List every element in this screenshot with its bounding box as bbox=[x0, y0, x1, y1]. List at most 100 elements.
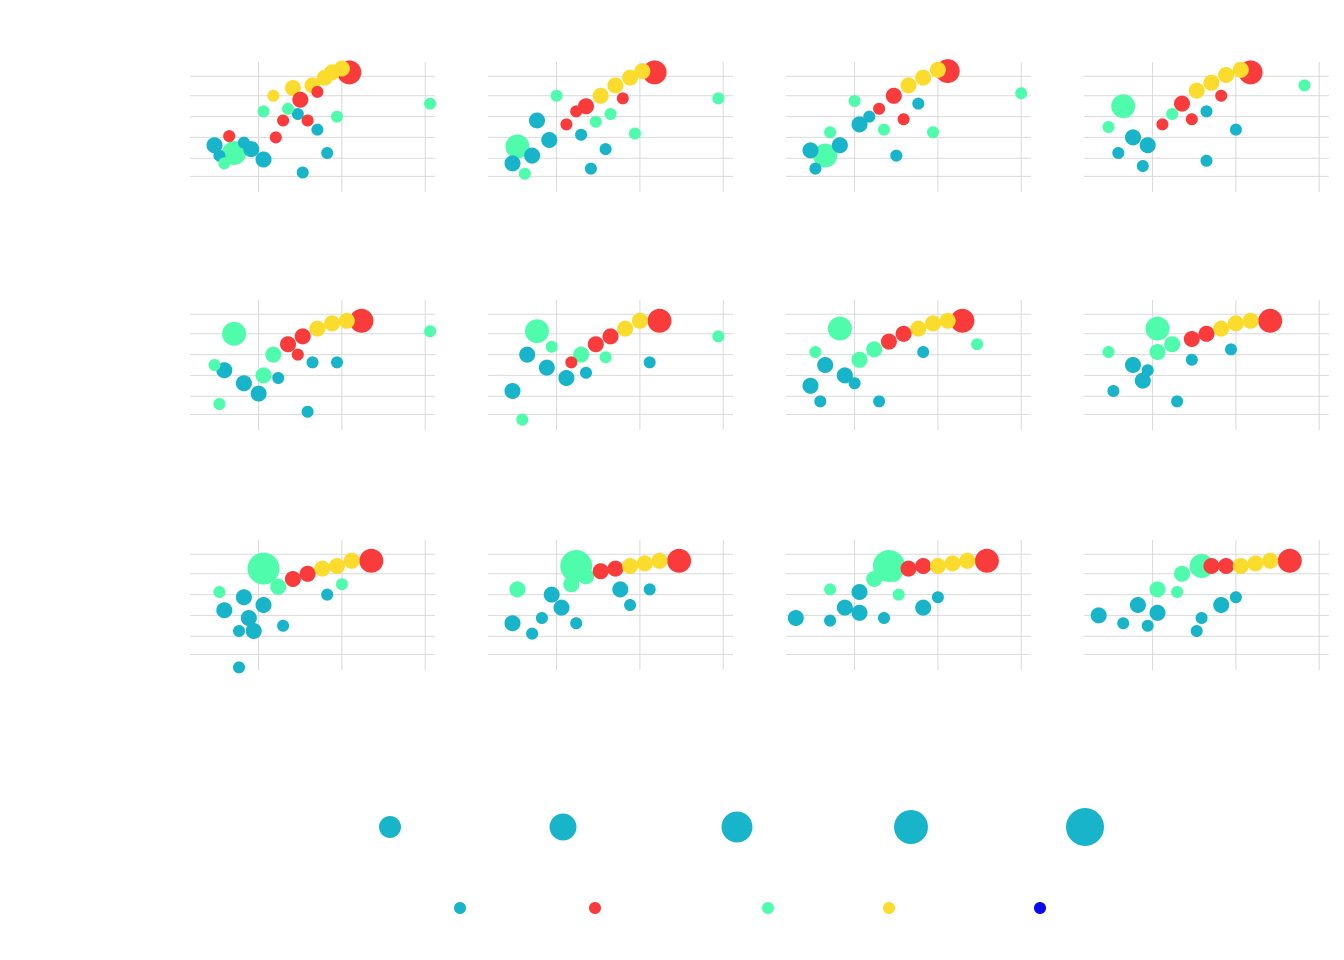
data-point bbox=[612, 581, 629, 598]
data-point bbox=[518, 167, 531, 180]
data-point bbox=[1164, 336, 1181, 353]
data-point bbox=[575, 128, 588, 141]
data-point bbox=[944, 555, 961, 572]
data-point bbox=[817, 357, 834, 373]
data-point bbox=[892, 588, 905, 601]
data-point bbox=[321, 588, 334, 601]
data-point bbox=[1232, 61, 1249, 78]
data-point bbox=[897, 113, 910, 126]
data-point bbox=[1298, 79, 1311, 92]
data-point bbox=[880, 333, 897, 350]
data-point bbox=[553, 599, 570, 616]
data-point bbox=[565, 356, 578, 369]
data-point bbox=[851, 584, 868, 600]
data-point bbox=[885, 565, 902, 582]
data-point bbox=[647, 308, 672, 333]
data-point bbox=[824, 126, 837, 139]
data-point bbox=[624, 599, 637, 611]
data-point bbox=[296, 166, 309, 179]
data-point bbox=[311, 123, 324, 136]
data-point bbox=[558, 370, 575, 386]
data-point bbox=[971, 338, 984, 351]
data-point bbox=[589, 115, 602, 128]
data-point bbox=[213, 398, 226, 410]
data-point bbox=[1227, 315, 1244, 332]
data-point bbox=[524, 147, 541, 164]
data-point bbox=[277, 619, 290, 632]
data-point bbox=[519, 346, 536, 363]
data-point bbox=[1247, 555, 1264, 572]
data-point bbox=[959, 552, 976, 569]
data-point bbox=[1242, 312, 1259, 329]
data-point bbox=[560, 118, 573, 131]
scatter-panel bbox=[786, 300, 1031, 430]
data-point bbox=[538, 359, 555, 376]
data-point bbox=[636, 555, 653, 572]
data-point bbox=[900, 77, 917, 94]
data-point bbox=[245, 623, 262, 639]
data-point bbox=[915, 558, 932, 574]
data-point bbox=[541, 132, 558, 148]
data-point bbox=[563, 576, 580, 593]
data-point bbox=[929, 61, 946, 78]
data-point bbox=[1198, 325, 1215, 342]
data-point bbox=[573, 346, 590, 363]
data-point bbox=[607, 77, 624, 94]
data-point bbox=[257, 105, 270, 118]
data-point bbox=[831, 137, 848, 154]
size-legend-marker bbox=[379, 816, 401, 838]
data-point bbox=[643, 583, 656, 596]
data-point bbox=[1125, 357, 1141, 373]
data-point bbox=[1090, 607, 1107, 624]
data-point bbox=[814, 395, 827, 408]
data-point bbox=[343, 552, 360, 569]
data-point bbox=[873, 395, 886, 408]
data-point bbox=[301, 405, 314, 418]
data-point bbox=[291, 108, 304, 120]
data-point bbox=[1195, 612, 1208, 624]
scatter-panel bbox=[190, 300, 437, 430]
data-point bbox=[504, 615, 521, 632]
data-point bbox=[301, 114, 314, 127]
data-point bbox=[885, 87, 902, 104]
data-point bbox=[1125, 129, 1141, 146]
data-point bbox=[866, 341, 883, 358]
data-point bbox=[1134, 372, 1151, 389]
data-point bbox=[1262, 552, 1279, 569]
data-point bbox=[535, 612, 548, 624]
data-point bbox=[587, 336, 604, 353]
data-point bbox=[939, 312, 956, 329]
data-point bbox=[324, 315, 341, 332]
data-point bbox=[1015, 87, 1028, 100]
data-point bbox=[616, 92, 629, 105]
data-point bbox=[525, 319, 549, 344]
data-point bbox=[651, 552, 668, 569]
data-point bbox=[912, 97, 925, 110]
data-point bbox=[282, 102, 294, 115]
color-legend-marker bbox=[589, 902, 601, 914]
color-legend-marker bbox=[762, 902, 774, 914]
data-point bbox=[809, 346, 822, 358]
data-point bbox=[1200, 105, 1213, 118]
data-point bbox=[504, 383, 521, 399]
data-point bbox=[235, 589, 252, 606]
data-point bbox=[1174, 565, 1190, 582]
color-legend-marker bbox=[454, 902, 466, 914]
data-point bbox=[543, 586, 560, 603]
data-point bbox=[1102, 121, 1115, 133]
data-point bbox=[331, 110, 343, 123]
data-point bbox=[578, 568, 594, 585]
data-point bbox=[250, 385, 267, 402]
data-point bbox=[802, 377, 819, 394]
data-point bbox=[306, 356, 319, 369]
data-point bbox=[1149, 581, 1166, 598]
scatter-panel bbox=[488, 300, 733, 430]
data-point bbox=[915, 599, 932, 616]
scatter-panel bbox=[1084, 540, 1329, 670]
data-point bbox=[929, 558, 946, 574]
data-point bbox=[218, 157, 231, 170]
data-point bbox=[216, 602, 233, 619]
data-point bbox=[309, 320, 326, 337]
data-point bbox=[1229, 123, 1242, 136]
data-point bbox=[1107, 385, 1120, 397]
